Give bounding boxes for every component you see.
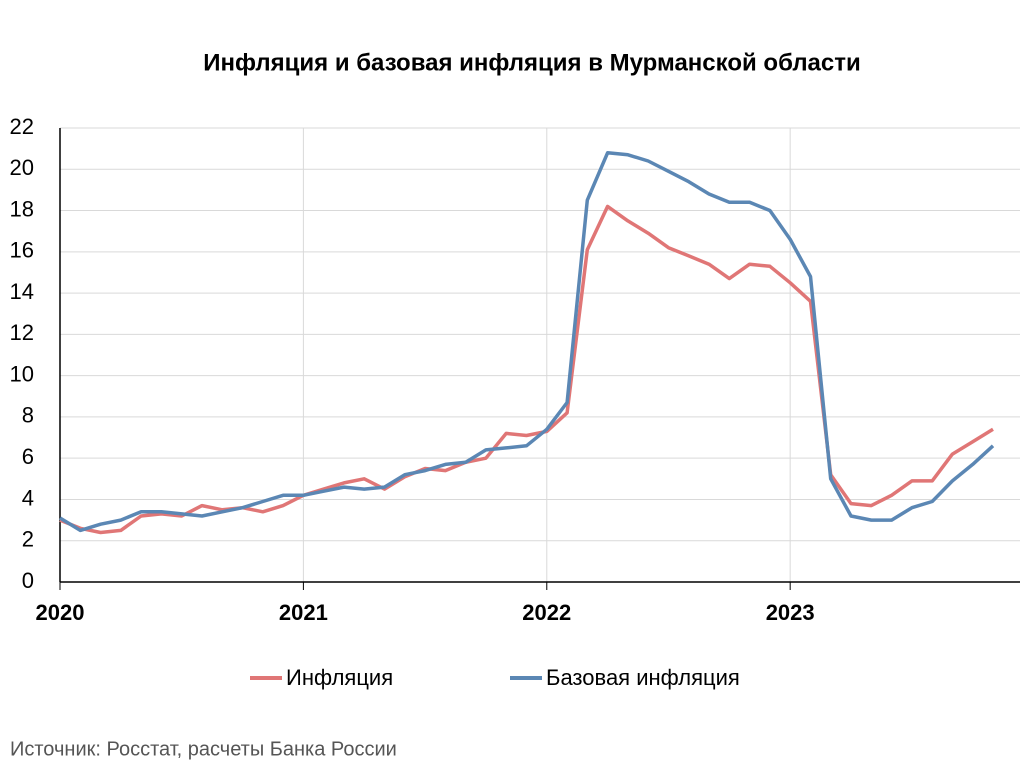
- y-tick-label: 14: [10, 279, 34, 304]
- y-tick-label: 0: [22, 568, 34, 593]
- legend-label: Инфляция: [286, 665, 393, 690]
- y-tick-label: 16: [10, 238, 34, 263]
- series-line: [59, 204, 994, 535]
- chart-title: Инфляция и базовая инфляция в Мурманской…: [203, 49, 861, 76]
- y-tick-label: 12: [10, 320, 34, 345]
- y-tick-label: 4: [22, 485, 34, 510]
- x-tick-label: 2020: [36, 600, 85, 625]
- x-tick-label: 2023: [766, 600, 815, 625]
- series-line: [59, 151, 995, 533]
- y-tick-label: 20: [10, 155, 34, 180]
- x-tick-label: 2021: [279, 600, 328, 625]
- y-tick-label: 22: [10, 114, 34, 139]
- legend-label: Базовая инфляция: [546, 665, 740, 690]
- x-tick-label: 2022: [522, 600, 571, 625]
- y-tick-label: 2: [22, 527, 34, 552]
- y-tick-label: 18: [10, 196, 34, 221]
- y-tick-label: 8: [22, 403, 34, 428]
- y-tick-label: 10: [10, 361, 34, 386]
- y-tick-label: 6: [22, 444, 34, 469]
- source-note: Источник: Росстат, расчеты Банка России: [10, 738, 397, 760]
